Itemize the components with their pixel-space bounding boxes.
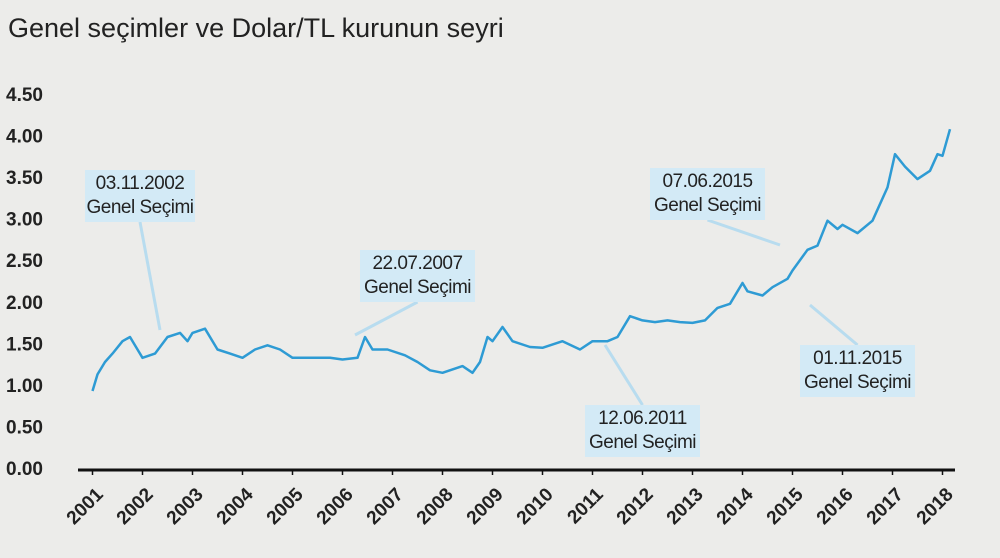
x-tick-label: 2004 xyxy=(213,484,258,529)
x-tick-label: 2009 xyxy=(463,484,508,529)
y-tick-label: 0.50 xyxy=(6,417,43,438)
annotation-label: Genel Seçimi xyxy=(804,372,911,393)
x-tick-label: 2016 xyxy=(813,484,858,529)
annotation-date: 07.06.2015 xyxy=(662,171,752,192)
annotation-date: 03.11.2002 xyxy=(96,173,185,194)
annotation-label: Genel Seçimi xyxy=(589,432,696,453)
annotation-label: Genel Seçimi xyxy=(364,277,471,298)
y-tick-label: 1.50 xyxy=(6,334,43,355)
y-tick-label: 4.00 xyxy=(6,127,43,148)
annotation-box xyxy=(85,170,195,222)
x-tick-label: 2006 xyxy=(313,484,358,529)
annotation-box xyxy=(585,405,700,457)
annotation-box xyxy=(800,345,915,397)
y-tick-label: 2.50 xyxy=(6,251,43,272)
x-tick-label: 2010 xyxy=(513,484,558,529)
data-line xyxy=(91,128,952,392)
x-tick-label: 2001 xyxy=(63,484,108,529)
x-tick-label: 2008 xyxy=(413,484,458,529)
x-tick-label: 2017 xyxy=(863,484,908,529)
annotation-label: Genel Seçimi xyxy=(87,197,194,218)
x-tick-label: 2014 xyxy=(713,484,758,529)
y-tick-label: 2.00 xyxy=(6,293,43,314)
annotation-date: 22.07.2007 xyxy=(372,253,462,274)
annotation-label: Genel Seçimi xyxy=(654,195,761,216)
chart-title: Genel seçimler ve Dolar/TL kurunun seyri xyxy=(8,13,504,43)
y-tick-label: 4.50 xyxy=(6,85,43,106)
y-tick-label: 0.00 xyxy=(6,459,43,480)
x-tick-label: 2018 xyxy=(913,484,958,529)
annotation-pointer xyxy=(809,303,859,347)
annotation-box xyxy=(650,168,765,220)
annotation-box xyxy=(360,250,475,302)
x-tick-label: 2013 xyxy=(663,484,708,529)
y-tick-label: 3.50 xyxy=(6,168,43,189)
x-tick-label: 2012 xyxy=(613,484,658,529)
y-tick-label: 3.00 xyxy=(6,210,43,231)
x-tick-label: 2005 xyxy=(263,484,308,529)
x-tick-label: 2007 xyxy=(363,484,408,529)
annotation-pointer xyxy=(603,344,644,406)
x-tick-label: 2011 xyxy=(564,484,608,528)
annotation-pointer xyxy=(707,218,781,247)
annotation-pointer xyxy=(354,300,419,337)
y-tick-label: 1.00 xyxy=(6,376,43,397)
x-tick-label: 2015 xyxy=(763,484,808,529)
annotation-pointer xyxy=(138,221,162,331)
annotation-date: 01.11.2015 xyxy=(813,348,902,369)
x-tick-label: 2002 xyxy=(113,484,158,529)
x-tick-label: 2003 xyxy=(163,484,208,529)
annotation-date: 12.06.2011 xyxy=(598,408,687,429)
